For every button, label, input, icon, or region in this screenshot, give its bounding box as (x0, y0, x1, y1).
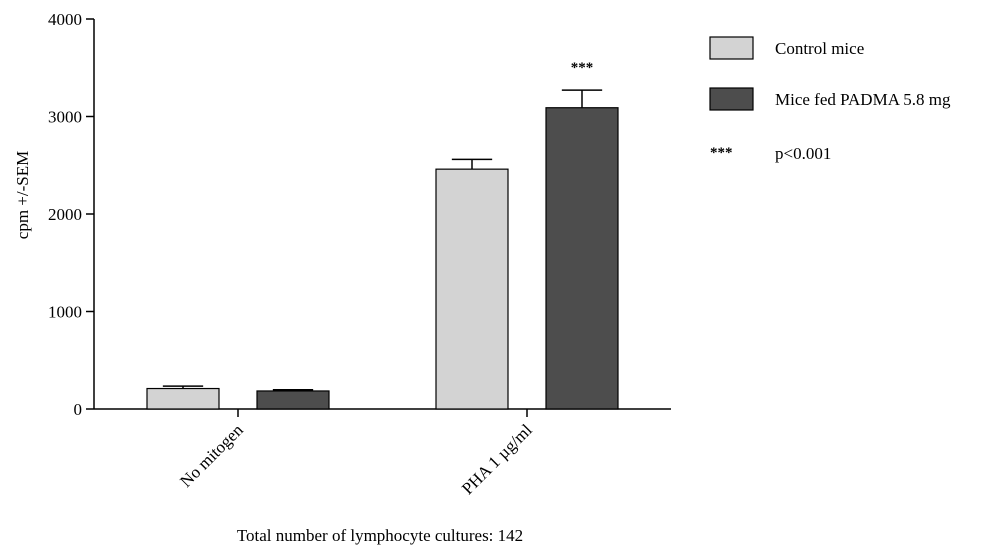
significance-marker: *** (571, 60, 594, 76)
footnote: Total number of lymphocyte cultures: 142 (237, 526, 523, 545)
x-tick-label: PHA 1 µg/ml (458, 420, 536, 498)
bar (545, 107, 619, 410)
y-tick-label: 0 (74, 400, 83, 419)
x-tick-label: No mitogen (176, 420, 247, 491)
legend-label: Mice fed PADMA 5.8 mg (775, 90, 951, 109)
legend-swatch (709, 36, 754, 60)
y-axis-label: cpm +/-SEM (13, 151, 32, 239)
legend-label: Control mice (775, 39, 864, 58)
legend-swatch (709, 87, 754, 111)
y-tick-label: 3000 (48, 108, 82, 127)
bars: *** (146, 60, 619, 410)
y-tick-label: 1000 (48, 303, 82, 322)
legend: Control mice Mice fed PADMA 5.8 mg *** p<0.… (709, 36, 951, 163)
y-tick-label: 4000 (48, 10, 82, 29)
bar (146, 387, 220, 410)
legend-significance-text: p<0.001 (775, 144, 831, 163)
bar (435, 168, 509, 410)
y-tick-label: 2000 (48, 205, 82, 224)
bar (256, 390, 330, 410)
legend-significance-symbol: *** (710, 145, 733, 161)
